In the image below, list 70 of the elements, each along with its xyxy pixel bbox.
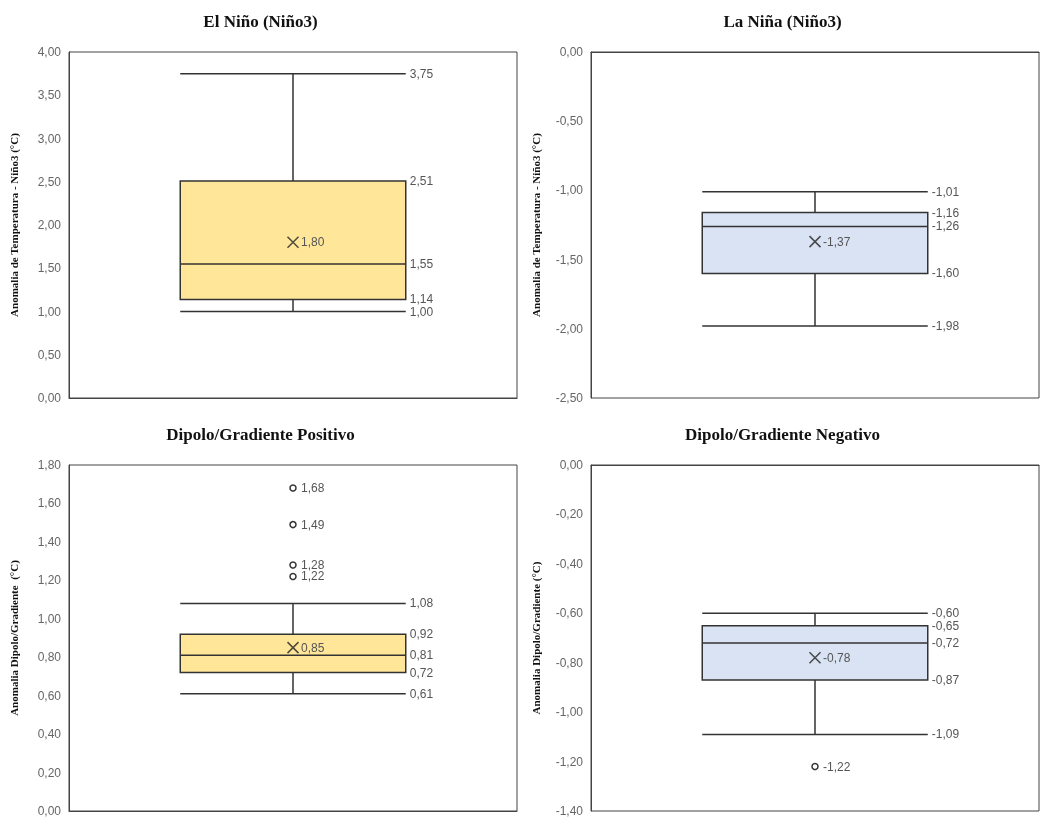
- y-tick-label: -0,40: [555, 556, 584, 571]
- y-tick-label: 2,50: [37, 174, 62, 189]
- annotation: 0,72: [409, 665, 434, 680]
- annotation: -1,16: [931, 205, 960, 220]
- y-tick-label: 0,00: [559, 458, 584, 472]
- annotation: -1,09: [931, 727, 960, 742]
- annotation: -0,87: [931, 673, 960, 688]
- y-tick-label: 4,00: [37, 45, 62, 59]
- y-tick-label: -1,00: [555, 705, 584, 720]
- annotation: -1,01: [931, 184, 960, 199]
- y-tick-label: -0,60: [555, 606, 584, 621]
- annotation: -1,60: [931, 266, 960, 281]
- y-tick-label: 0,40: [37, 727, 62, 742]
- annotation: -0,65: [931, 618, 960, 633]
- y-axis-title: Anomalia Dipolo/Gradiente (°C): [529, 561, 543, 715]
- y-tick-label: 1,60: [37, 496, 62, 511]
- annotation: 1,28: [301, 557, 325, 572]
- y-tick-label: 0,60: [37, 688, 62, 703]
- chart-title: Dipolo/Gradiente Positivo: [166, 425, 355, 444]
- y-tick-label: 0,80: [37, 650, 62, 665]
- annotation: 1,55: [409, 256, 434, 271]
- annotation: 1,80: [301, 235, 325, 250]
- annotation: -1,37: [823, 234, 851, 249]
- annotation: -1,98: [931, 319, 960, 334]
- y-tick-label: 0,00: [559, 45, 584, 59]
- y-tick-label: -1,00: [555, 183, 584, 198]
- annotation: -0,60: [931, 606, 960, 621]
- y-tick-label: -1,50: [555, 252, 584, 267]
- chart-title: Dipolo/Gradiente Negativo: [684, 425, 881, 444]
- y-tick-label: 1,50: [37, 261, 62, 276]
- annotation: 1,68: [301, 481, 325, 496]
- y-axis-title: Anomalia de Temperatura - Niño3 (°C): [529, 132, 543, 317]
- y-axis-title: Anomalia Dipolo/Gradiente (°C): [7, 559, 21, 716]
- y-tick-label: 0,20: [37, 765, 62, 780]
- y-tick-label: -0,20: [555, 507, 584, 522]
- y-tick-label: 0,50: [37, 347, 62, 362]
- annotation: 1,22: [301, 569, 325, 584]
- annotation: 0,61: [409, 686, 434, 701]
- y-tick-label: -1,20: [555, 754, 584, 769]
- annotation: -1,26: [931, 219, 960, 234]
- annotation: 2,51: [409, 173, 434, 188]
- y-tick-label: 1,00: [37, 304, 62, 319]
- y-tick-label: -2,50: [555, 391, 584, 405]
- y-tick-label: 1,00: [37, 611, 62, 626]
- y-tick-label: 3,50: [37, 88, 62, 103]
- y-tick-label: -0,80: [555, 655, 584, 670]
- y-tick-label: -0,50: [555, 114, 584, 129]
- y-tick-label: 1,80: [37, 458, 62, 472]
- chart-title: El Niño (Niño3): [203, 12, 318, 31]
- y-tick-label: -1,40: [555, 804, 584, 818]
- annotation: 0,92: [409, 627, 434, 642]
- annotation: -0,72: [931, 635, 960, 650]
- annotation: -1,22: [823, 759, 851, 774]
- y-tick-label: 2,00: [37, 218, 62, 232]
- annotation: 1,14: [409, 292, 434, 307]
- y-tick-label: 3,00: [37, 131, 62, 146]
- annotation: 1,08: [409, 596, 434, 611]
- y-tick-label: 0,00: [37, 804, 62, 818]
- annotation: 3,75: [409, 66, 434, 81]
- annotation: 0,81: [409, 648, 434, 663]
- annotation: 1,00: [409, 304, 434, 319]
- annotation: 0,85: [301, 640, 325, 655]
- y-axis-title: Anomalia de Temperatura - Niño3 (°C): [7, 132, 21, 317]
- y-tick-label: 0,00: [37, 391, 62, 405]
- annotation: 1,49: [301, 517, 325, 532]
- chart-title: La Niña (Niño3): [723, 12, 842, 31]
- annotation: -0,78: [823, 650, 851, 665]
- y-tick-label: 1,40: [37, 534, 62, 549]
- y-tick-label: -2,00: [555, 321, 584, 336]
- y-tick-label: 1,20: [37, 573, 62, 588]
